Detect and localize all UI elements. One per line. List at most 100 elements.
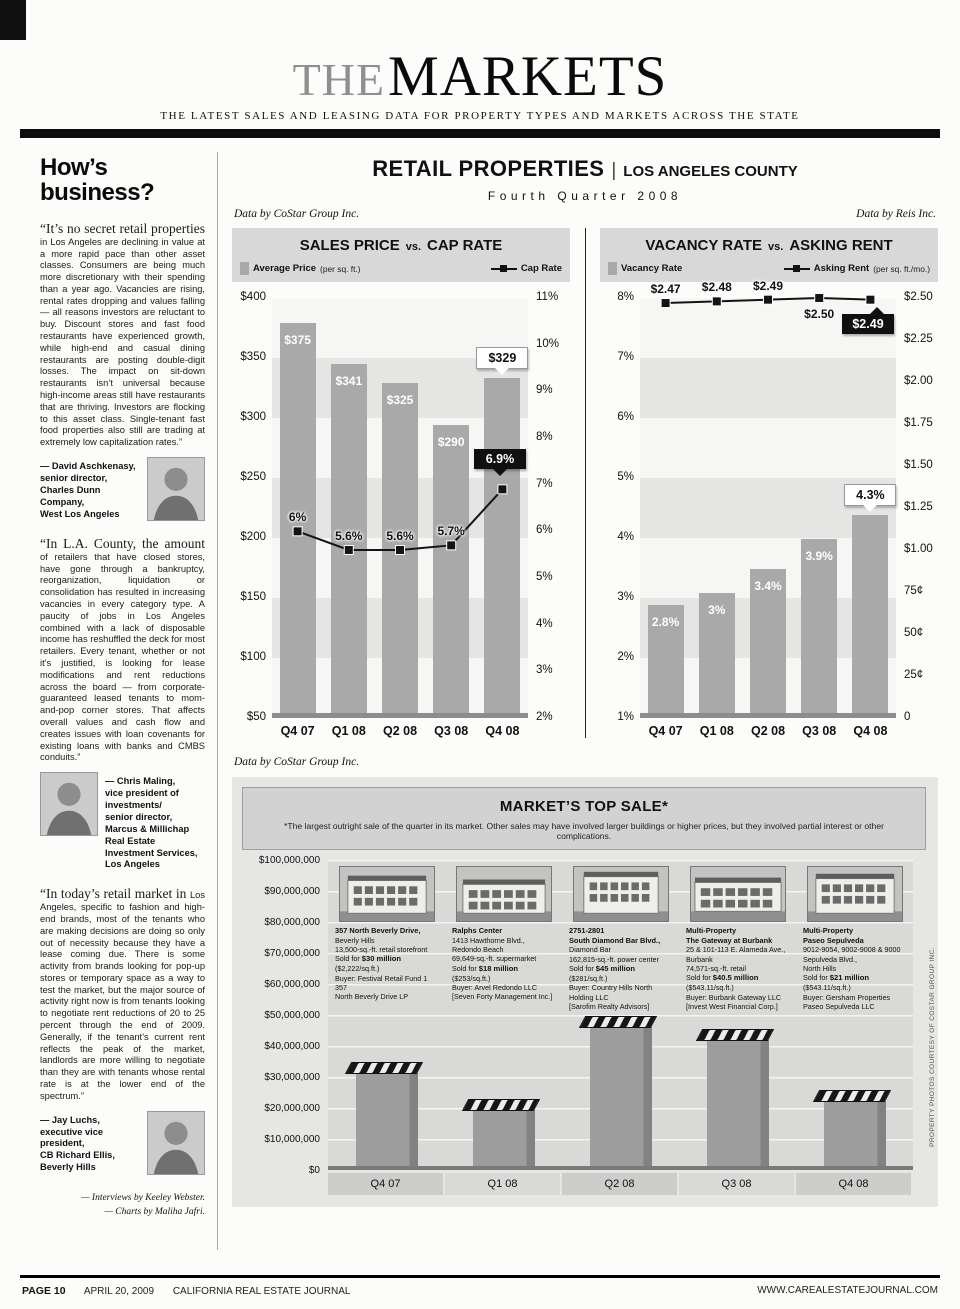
- chart-title-left: VACANCY RATE: [645, 237, 763, 254]
- bar-cap: [578, 1015, 657, 1028]
- page-content: How’s business? “It’s no secret retail pr…: [0, 138, 960, 1250]
- bar-value-label: 3%: [708, 603, 726, 617]
- top-sale-bar: [578, 1015, 657, 1166]
- x-axis-labels: Q4 07 Q1 08 Q2 08 Q3 08 Q4 08: [232, 724, 570, 738]
- attribution-line: senior director,: [105, 811, 173, 822]
- bar-value-callout: 4.3%: [844, 484, 897, 512]
- axis-tick-label: $100,000,000: [258, 855, 320, 866]
- top-sale-plot-wrap: 357 North Beverly Drive, Beverly Hills 13,…: [328, 860, 913, 1195]
- property-photo: [806, 866, 903, 922]
- chart-title-left: SALES PRICE: [299, 237, 400, 254]
- property-extra-line: Buyer: Country Hills North: [569, 983, 653, 993]
- x-axis-label: Q4 08: [853, 724, 888, 738]
- legend-label: Vacancy Rate: [621, 263, 683, 274]
- axis-tick-label: 75¢: [904, 585, 924, 597]
- axis-tick-label: $2.25: [904, 333, 933, 345]
- line-value-label: $2.47: [650, 282, 681, 297]
- x-axis-label: Q4 07: [328, 1173, 443, 1195]
- quote-attribution: — Jay Luchs, executive vice president, CB …: [40, 1110, 205, 1175]
- legend-label: Average Price: [253, 263, 317, 274]
- line-marker: [711, 296, 722, 307]
- vacancy-asking-rent-chart: VACANCY RATE vs. ASKING RENT Vacancy Rate As…: [600, 228, 938, 738]
- line-swatch-marker: [499, 265, 507, 272]
- line-value-label: 6%: [288, 510, 307, 525]
- property-detail-line: 1413 Hawthorne Blvd.,: [452, 935, 525, 945]
- axis-tick-label: 8%: [617, 291, 634, 303]
- property-detail-line: 13,500-sq.-ft. retail storefront: [335, 944, 428, 954]
- axis-tick-label: 6%: [536, 524, 553, 537]
- bar-value-label: $290: [437, 435, 465, 449]
- right-axis: 11% 10% 9% 8% 7% 6% 5% 4% 3% 2%: [528, 291, 570, 722]
- footer-date: APRIL 20, 2009: [83, 1286, 155, 1297]
- axis-tick-label: 1%: [617, 711, 634, 723]
- property-extra-line: ($281/sq.ft.): [569, 973, 608, 983]
- property-sold-line: Sold for $21 million: [803, 973, 906, 983]
- axis-tick-label: 4%: [536, 617, 553, 630]
- source-reis: Data by Reis Inc.: [856, 208, 936, 220]
- headshot-photo: [40, 772, 98, 837]
- property-extra-line: Holding LLC: [569, 992, 609, 1002]
- property-extra-line: Buyer: Arvel Redondo LLC: [452, 982, 538, 992]
- property-detail-line: Sepulveda Blvd.,: [803, 954, 857, 964]
- axis-tick-label: $400: [240, 291, 266, 303]
- property-detail-line: 25 & 101-113 E. Alameda Ave.,: [686, 945, 786, 955]
- top-sale-bar: [695, 1029, 774, 1166]
- property-extra-line: Buyer: Festival Retail Fund 1 357: [335, 973, 428, 992]
- sold-price: $30 million: [361, 954, 402, 964]
- axis-tick-label: 0: [904, 711, 911, 723]
- property-photo: [338, 866, 435, 922]
- line-marker: [814, 293, 825, 303]
- masthead-the: THE: [292, 54, 386, 105]
- section-title: RETAIL PROPERTIES | LOS ANGELES COUNTY: [232, 156, 938, 182]
- trend-line: [660, 293, 876, 309]
- bar: [852, 515, 889, 713]
- bar: [330, 363, 367, 713]
- axis-tick-label: $0: [308, 1165, 320, 1176]
- line-marker: [292, 526, 303, 537]
- top-sale-y-axis: $100,000,000 $90,000,000 $80,000,000 $70,00…: [242, 855, 328, 1176]
- legend-suffix: (per sq. ft.): [320, 263, 361, 274]
- property-extra-line: [Seven Forty Management Inc.]: [452, 992, 553, 1002]
- axis-tick-label: $60,000,000: [264, 979, 320, 990]
- property-details: 2751-2801 South Diamond Bar Blvd., Diamond…: [562, 926, 679, 1011]
- top-sale-column: Multi-Property Paseo Sepulveda 9012-9054, …: [796, 864, 913, 1011]
- property-detail-line: Diamond Bar: [569, 945, 611, 955]
- legend-item: Asking Rent (per sq. ft./mo.): [783, 263, 930, 274]
- bar: [484, 378, 521, 713]
- line-value-label: 5.6%: [335, 529, 363, 543]
- top-sale-bar: [812, 1089, 891, 1166]
- axis-tick-label: 2%: [536, 711, 553, 723]
- legend-suffix: (per sq. ft./mo.): [873, 263, 930, 274]
- property-name-line: Multi-Property: [803, 926, 854, 935]
- line-marker: [763, 294, 773, 305]
- sidebar: How’s business? “It’s no secret retail pr…: [40, 152, 218, 1250]
- chart-body: $400 $350 $300 $250 $200 $150 $100 $50 $375 $341 $…: [232, 291, 570, 722]
- property-details: Multi-Property The Gateway at Burbank 25 &…: [679, 926, 796, 1011]
- property-extra-line: ($543.11/sq.ft.): [803, 983, 851, 993]
- x-axis-label: Q3 08: [679, 1173, 794, 1195]
- top-sale-bar: [461, 1099, 540, 1166]
- property-detail-line: 74,571-sq.-ft. retail: [686, 963, 746, 973]
- sold-for-label: Sold for: [569, 963, 596, 973]
- axis-tick-label: 7%: [536, 477, 553, 490]
- axis-tick-label: 8%: [536, 431, 553, 443]
- bar: [698, 593, 735, 713]
- x-axis-label: Q2 08: [750, 724, 786, 738]
- quote-lead: “It’s no secret retail properties: [40, 220, 205, 236]
- attribution-line: — David Aschkenasy,: [40, 461, 136, 472]
- sold-price: $21 million: [829, 973, 870, 983]
- axis-tick-label: $350: [240, 351, 266, 363]
- property-detail-line: Burbank: [686, 954, 713, 964]
- axis-tick-label: $90,000,000: [264, 886, 320, 897]
- attribution-line: executive vice president,: [40, 1126, 104, 1149]
- line-value-label: $2.50: [804, 307, 835, 321]
- attribution-line: senior director,: [40, 472, 108, 483]
- bar: [279, 323, 316, 713]
- x-axis-label: Q3 08: [802, 724, 837, 738]
- property-extra-line: [Sarofim Realty Advisors]: [569, 1001, 650, 1011]
- byline-credits: — Interviews by Keeley Webster. — Charts …: [40, 1191, 205, 1220]
- property-extra-line: ($2,222/sq.ft.): [335, 964, 380, 974]
- top-sale-header: MARKET’S TOP SALE* *The largest outright…: [242, 787, 926, 850]
- bar: [433, 425, 470, 713]
